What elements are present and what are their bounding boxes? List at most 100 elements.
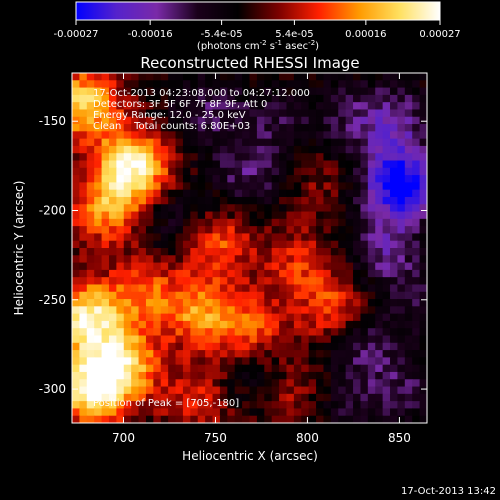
heatmap-cell [123, 386, 132, 395]
heatmap-cell [419, 277, 427, 286]
heatmap-cell [123, 189, 132, 198]
heatmap-cell [345, 415, 354, 423]
heatmap-cell [353, 386, 362, 395]
heatmap-cell [205, 167, 214, 176]
heatmap-cell [308, 408, 317, 417]
heatmap-cell [234, 306, 243, 315]
heatmap-cell [397, 145, 406, 154]
heatmap-cell [182, 131, 191, 140]
heatmap-cell [242, 284, 251, 293]
heatmap-cell [242, 240, 251, 249]
heatmap-cell [279, 306, 288, 315]
heatmap-cell [182, 320, 191, 329]
heatmap-cell [323, 313, 332, 322]
heatmap-cell [101, 204, 110, 213]
heatmap-cell [79, 415, 88, 423]
heatmap-cell [86, 196, 95, 205]
heatmap-cell [234, 160, 243, 169]
heatmap-cell [86, 350, 95, 358]
heatmap-cell [345, 240, 354, 249]
heatmap-cell [316, 342, 325, 351]
heatmap-cell [242, 277, 251, 286]
heatmap-cell [323, 226, 332, 235]
heatmap-cell [279, 189, 288, 198]
heatmap-cell [175, 226, 184, 235]
heatmap-cell [145, 401, 154, 410]
heatmap-cell [160, 408, 169, 417]
heatmap-cell [94, 248, 103, 256]
heatmap-cell [86, 269, 95, 278]
heatmap-cell [382, 328, 391, 337]
heatmap-cell [360, 342, 369, 351]
heatmap-cell [131, 299, 140, 307]
heatmap-cell [404, 269, 413, 278]
heatmap-cell [419, 350, 427, 358]
heatmap-cell [197, 182, 206, 191]
heatmap-cell [412, 277, 421, 286]
heatmap-cell [390, 291, 399, 300]
heatmap-cell [175, 313, 184, 322]
heatmap-cell [419, 299, 427, 307]
heatmap-cell [131, 320, 140, 329]
heatmap-cell [323, 87, 332, 96]
heatmap-cell [182, 306, 191, 315]
heatmap-cell [412, 306, 421, 315]
heatmap-cell [375, 357, 384, 366]
heatmap-cell [160, 204, 169, 213]
heatmap-cell [123, 153, 132, 162]
heatmap-cell [101, 160, 110, 169]
heatmap-cell [72, 87, 80, 96]
y-tick-label: -250 [39, 293, 66, 307]
heatmap-cell [279, 145, 288, 154]
heatmap-cell [72, 196, 80, 205]
heatmap-cell [138, 415, 147, 423]
heatmap-cell [160, 342, 169, 351]
heatmap-cell [279, 116, 288, 125]
heatmap-cell [271, 371, 280, 380]
heatmap-cell [353, 248, 362, 256]
heatmap-cell [168, 350, 177, 358]
heatmap-cell [86, 379, 95, 388]
heatmap-cell [197, 328, 206, 337]
heatmap-cell [286, 364, 295, 373]
heatmap-cell [72, 371, 80, 380]
heatmap-cell [190, 401, 199, 410]
heatmap-cell [72, 408, 80, 417]
heatmap-cell [353, 189, 362, 198]
heatmap-cell [249, 167, 258, 176]
heatmap-cell [212, 262, 221, 271]
heatmap-cell [138, 313, 147, 322]
heatmap-cell [360, 153, 369, 162]
heatmap-cell [234, 145, 243, 154]
heatmap-cell [219, 255, 228, 264]
heatmap-cell [279, 204, 288, 213]
heatmap-cell [234, 87, 243, 96]
heatmap-cell [242, 371, 251, 380]
heatmap-cell [175, 357, 184, 366]
heatmap-cell [242, 248, 251, 256]
heatmap-cell [293, 306, 302, 315]
heatmap-cell [264, 131, 273, 140]
heatmap-cell [397, 204, 406, 213]
heatmap-cell [101, 175, 110, 183]
heatmap-cell [175, 196, 184, 205]
heatmap-cell [242, 80, 251, 89]
heatmap-cell [131, 226, 140, 235]
heatmap-cell [160, 87, 169, 96]
heatmap-cell [108, 269, 117, 278]
heatmap-cell [182, 299, 191, 307]
heatmap-cell [375, 131, 384, 140]
heatmap-cell [293, 124, 302, 132]
heatmap-cell [175, 379, 184, 388]
heatmap-cell [404, 401, 413, 410]
heatmap-cell [227, 226, 236, 235]
heatmap-cell [131, 401, 140, 410]
heatmap-cell [123, 160, 132, 169]
heatmap-cell [227, 291, 236, 300]
heatmap-cell [404, 277, 413, 286]
heatmap-cell [397, 109, 406, 118]
heatmap-cell [94, 131, 103, 140]
heatmap-cell [219, 357, 228, 366]
heatmap-cell [323, 131, 332, 140]
heatmap-cell [419, 306, 427, 315]
